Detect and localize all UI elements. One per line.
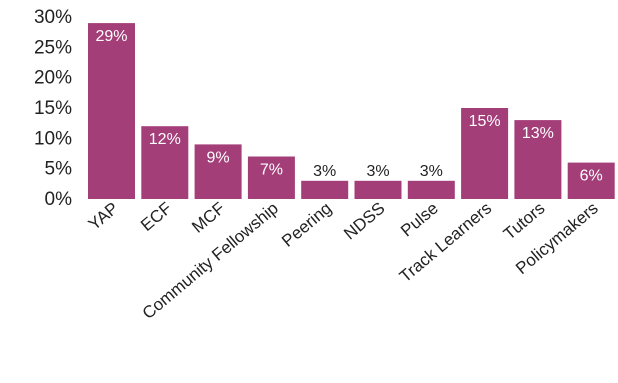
data-labels: 29% 12% 9% 7% 3% 3% 3% 15% 13% 6% (95, 28, 602, 185)
bar (247, 156, 295, 199)
data-label: 15% (469, 113, 501, 130)
bars (88, 23, 615, 199)
bar (141, 126, 189, 199)
y-tick-label: 15% (34, 98, 72, 119)
data-label: 6% (580, 168, 603, 185)
bar (407, 180, 455, 199)
y-tick-label: 30% (34, 7, 72, 28)
y-tick-label: 0% (45, 189, 73, 210)
data-label: 29% (95, 28, 127, 45)
category-label: Tutors (500, 199, 549, 244)
data-label: 3% (366, 163, 389, 180)
bar (194, 144, 242, 199)
category-label: MCF (188, 199, 228, 237)
y-axis: 0% 5% 10% 15% 20% 25% 30% (34, 7, 72, 210)
category-label: ECF (137, 199, 175, 235)
data-label: 13% (522, 125, 554, 142)
bar (461, 108, 509, 199)
category-label: Peering (278, 199, 335, 251)
category-label: YAP (85, 199, 122, 235)
data-label: 3% (313, 163, 336, 180)
data-label: 9% (207, 149, 230, 166)
y-tick-label: 10% (34, 128, 72, 149)
y-tick-label: 25% (34, 37, 72, 58)
bar (354, 180, 402, 199)
data-label: 12% (149, 131, 181, 148)
category-label: Track Learners (396, 199, 495, 287)
category-label: Pulse (397, 199, 442, 241)
y-tick-label: 5% (45, 159, 73, 180)
y-tick-label: 20% (34, 68, 72, 89)
bar (514, 120, 562, 199)
bar (301, 180, 349, 199)
category-label: NDSS (340, 199, 388, 244)
data-label: 7% (260, 162, 283, 179)
bar (88, 23, 135, 199)
data-label: 3% (420, 163, 443, 180)
bar (567, 162, 615, 199)
